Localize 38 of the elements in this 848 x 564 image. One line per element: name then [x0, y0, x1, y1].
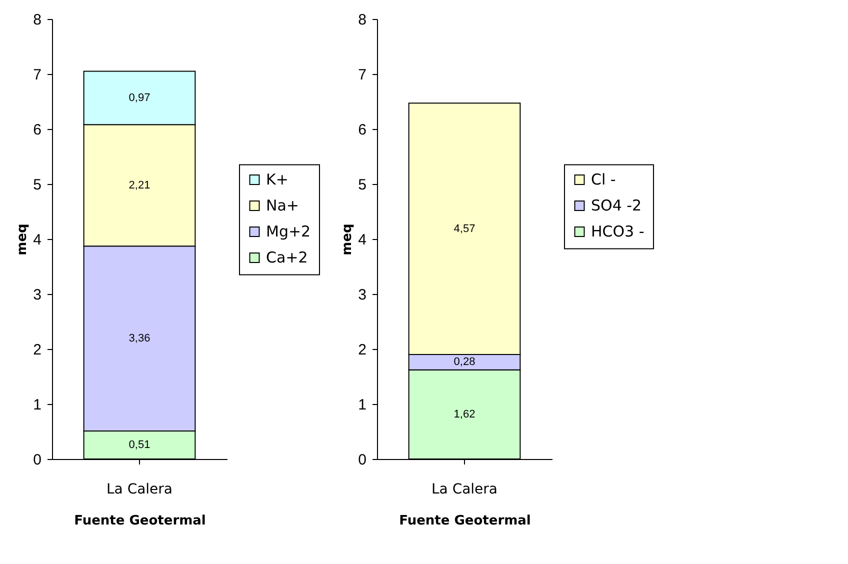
y-tick-label: 8 — [33, 12, 42, 28]
legend-label: Ca+2 — [266, 248, 308, 267]
x-axis-title: Fuente Geotermal — [399, 514, 531, 528]
legend-label: SO4 -2 — [591, 196, 642, 215]
y-tick-label: 0 — [358, 452, 366, 468]
legend-label: HCO3 - — [591, 222, 644, 241]
data-label: 2,21 — [128, 179, 150, 192]
y-tick-label: 2 — [358, 342, 366, 358]
x-tick-label: La Calera — [431, 482, 498, 498]
data-label: 4,57 — [454, 222, 476, 235]
legend-label: K+ — [266, 170, 288, 189]
y-axis-title: meq — [15, 224, 30, 256]
y-tick-label: 1 — [33, 396, 42, 414]
data-label: 1,62 — [454, 408, 476, 420]
legend-label: Cl - — [591, 170, 616, 189]
legend-label: Na+ — [266, 196, 299, 215]
y-tick-label: 7 — [358, 66, 366, 84]
y-tick-label: 6 — [358, 122, 366, 138]
y-tick-label: 4 — [358, 232, 366, 248]
y-axis-title: meq — [340, 224, 356, 256]
y-tick-label: 8 — [358, 12, 366, 28]
y-tick-label: 5 — [358, 176, 366, 194]
y-tick-label: 0 — [33, 452, 42, 468]
x-tick-label: La Calera — [106, 482, 173, 498]
y-tick-label: 4 — [33, 232, 42, 248]
legend-label: Mg+2 — [266, 222, 311, 241]
data-label: 0,51 — [128, 438, 150, 451]
y-tick-label: 5 — [33, 176, 42, 194]
data-label: 3,36 — [128, 332, 150, 345]
y-tick-label: 2 — [33, 342, 42, 358]
y-tick-label: 3 — [33, 286, 42, 304]
y-tick-label: 3 — [358, 286, 366, 304]
y-tick-label: 7 — [33, 66, 42, 84]
data-label: 0,97 — [128, 92, 150, 104]
x-axis-title: Fuente Geotermal — [74, 514, 206, 528]
y-tick-label: 6 — [33, 122, 42, 138]
y-tick-label: 1 — [358, 396, 366, 414]
data-label: 0,28 — [454, 356, 476, 368]
